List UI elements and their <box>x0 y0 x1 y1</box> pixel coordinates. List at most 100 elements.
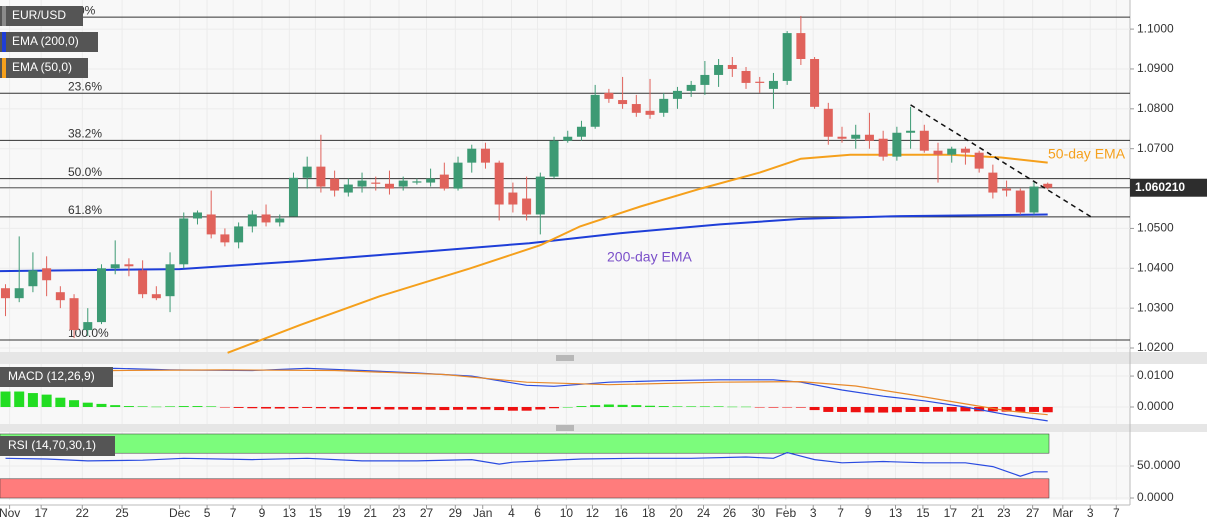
macd-histogram-bar <box>178 406 189 407</box>
candle-body <box>384 183 394 189</box>
candle-body <box>316 166 326 187</box>
macd-histogram-bar <box>315 406 326 409</box>
fib-label: 38.2% <box>68 126 102 140</box>
macd-histogram-bar <box>754 406 765 408</box>
macd-histogram-bar <box>521 406 532 411</box>
candle-body <box>960 148 970 153</box>
macd-histogram-bar <box>41 394 52 407</box>
macd-histogram-bar <box>27 393 38 407</box>
candle-body <box>1002 188 1012 191</box>
rsi-line <box>5 451 1048 477</box>
legend-box <box>0 58 88 78</box>
macd-histogram-bar <box>69 400 80 407</box>
candle-body <box>261 214 271 223</box>
macd-histogram-bar <box>576 406 587 407</box>
x-tick-label: 15 <box>916 506 930 520</box>
candle-body <box>878 138 888 157</box>
macd-histogram-bar <box>507 406 518 411</box>
x-tick-label: 3 <box>810 506 817 520</box>
macd-histogram-bar <box>782 406 793 408</box>
candle-body <box>124 264 134 267</box>
x-tick-label: 10 <box>560 506 574 520</box>
macd-histogram-bar <box>864 406 875 413</box>
x-tick-label: 21 <box>971 506 985 520</box>
candle-body <box>55 292 65 301</box>
x-tick-label: 19 <box>338 506 352 520</box>
x-tick-label: 6 <box>534 506 541 520</box>
x-tick-label: 20 <box>669 506 683 520</box>
y-tick-label: 50.0000 <box>1137 458 1181 472</box>
legend-box <box>0 32 98 52</box>
candle-body <box>453 162 463 189</box>
macd-line <box>5 369 1048 416</box>
macd-histogram-bar <box>1015 406 1026 412</box>
candle-body <box>343 184 353 193</box>
macd-histogram-bar <box>370 406 381 410</box>
macd-histogram-bar <box>617 404 628 407</box>
panel-divider[interactable] <box>0 352 1207 364</box>
macd-histogram-bar <box>837 406 848 412</box>
x-tick-label: 27 <box>1026 506 1040 520</box>
candle-body <box>864 134 874 141</box>
candle-body <box>179 218 189 265</box>
x-tick-label: 7 <box>230 506 237 520</box>
macd-histogram-bar <box>658 406 669 407</box>
macd-histogram-bar <box>247 406 258 409</box>
macd-histogram-bar <box>795 406 806 408</box>
candle-body <box>549 140 559 177</box>
candle-body <box>83 322 93 331</box>
candle-body <box>522 198 532 215</box>
macd-histogram-bar <box>137 406 148 407</box>
candle-body <box>1015 190 1025 213</box>
x-tick-label: 27 <box>420 506 434 520</box>
x-tick-label: 26 <box>723 506 737 520</box>
y-tick-label: 1.0200 <box>1137 340 1174 354</box>
candle-body <box>206 214 216 235</box>
x-tick-label: Jan <box>473 506 492 520</box>
x-tick-label: 13 <box>889 506 903 520</box>
ema-line <box>227 153 1048 354</box>
macd-panel <box>0 364 1130 424</box>
fib-label: 50.0% <box>68 165 102 179</box>
candle-body <box>275 218 285 223</box>
macd-histogram-bar <box>960 406 971 412</box>
macd-histogram-bar <box>823 406 834 412</box>
candle-body <box>1043 183 1053 188</box>
macd-histogram-bar <box>0 391 11 407</box>
x-tick-label: 25 <box>115 506 129 520</box>
y-tick-label: 0.0100 <box>1137 368 1174 382</box>
macd-histogram-bar <box>233 406 244 408</box>
fib-label: 23.6% <box>68 79 102 93</box>
x-tick-label: 3 <box>1087 506 1094 520</box>
macd-histogram-bar <box>741 406 752 408</box>
y-tick-label: 1.0400 <box>1137 260 1174 274</box>
macd-histogram-bar <box>466 406 477 410</box>
candle-body <box>974 152 984 169</box>
x-tick-label: 23 <box>997 506 1011 520</box>
y-tick-label: 1.1000 <box>1137 21 1174 35</box>
macd-histogram-bar <box>411 406 422 410</box>
macd-histogram-bar <box>919 406 930 412</box>
candle-body <box>357 180 367 187</box>
candle-body <box>110 264 120 269</box>
macd-histogram-bar <box>1042 406 1053 413</box>
macd-histogram-bar <box>14 391 25 407</box>
candle-body <box>686 84 696 91</box>
last-price-label: 1.060210 <box>1135 180 1185 194</box>
candle-body <box>892 132 902 157</box>
candle-body <box>330 178 340 191</box>
price-panel <box>0 0 1130 352</box>
macd-histogram-bar <box>713 406 724 407</box>
candle-body <box>631 104 641 113</box>
macd-histogram-bar <box>1029 406 1040 412</box>
panel-divider[interactable] <box>0 424 1207 432</box>
x-tick-label: Dec <box>169 506 190 520</box>
macd-histogram-bar <box>631 405 642 407</box>
macd-histogram-bar <box>206 406 217 407</box>
macd-histogram-bar <box>425 406 436 410</box>
macd-histogram-bar <box>384 406 395 410</box>
x-tick-label: 17 <box>34 506 48 520</box>
x-tick-label: 16 <box>615 506 629 520</box>
macd-histogram-bar <box>343 406 354 409</box>
